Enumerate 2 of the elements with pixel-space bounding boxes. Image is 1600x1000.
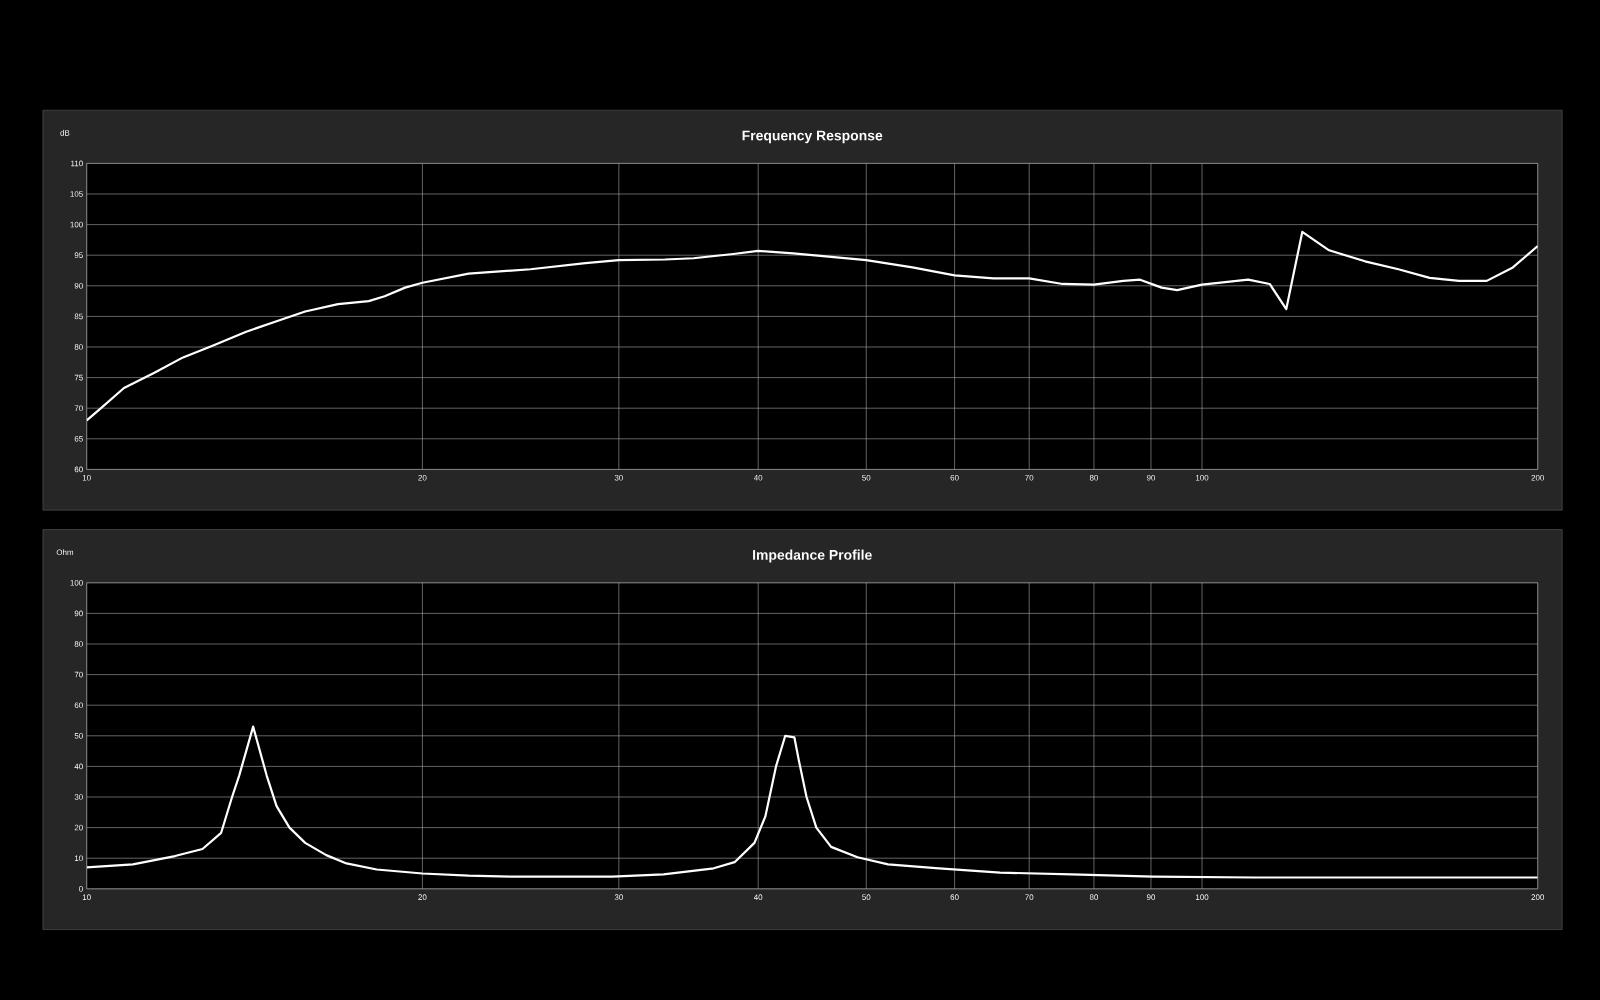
chart-title: Impedance Profile	[753, 549, 872, 563]
chart-title: Frequency Response	[742, 130, 883, 144]
